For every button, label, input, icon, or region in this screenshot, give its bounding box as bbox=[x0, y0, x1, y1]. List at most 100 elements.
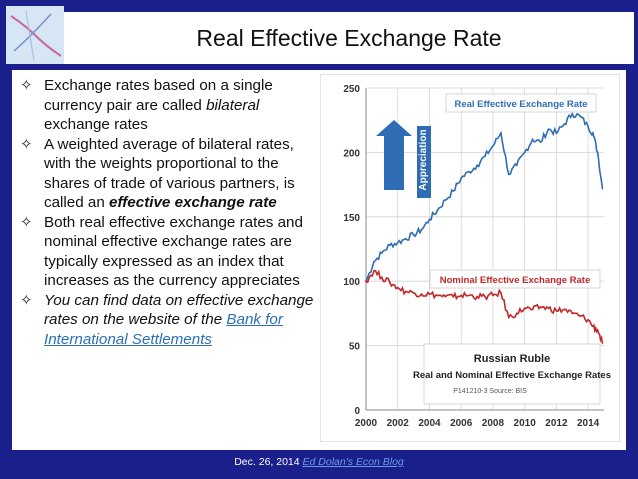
data-point bbox=[571, 312, 574, 315]
x-tick-label: 2010 bbox=[514, 418, 537, 429]
slide-content-area: ✧ Exchange rates based on a single curre… bbox=[12, 70, 626, 450]
star-bullet-icon: ✧ bbox=[20, 77, 33, 94]
data-point bbox=[539, 306, 542, 308]
x-tick-label: 2004 bbox=[418, 418, 441, 429]
data-point bbox=[436, 294, 439, 297]
data-point bbox=[531, 308, 534, 311]
y-tick-label: 250 bbox=[343, 84, 360, 95]
data-point bbox=[587, 125, 590, 128]
exchange-rate-chart: 0 50 100 150 200 250 2000 2002 2004 2006 2008 2010 2… bbox=[320, 74, 620, 442]
data-point bbox=[404, 237, 407, 240]
data-point bbox=[499, 291, 502, 294]
data-point bbox=[507, 316, 510, 319]
legend-real: Real Effective Exchange Rate bbox=[454, 99, 587, 110]
x-tick-label: 2012 bbox=[545, 418, 568, 429]
data-point bbox=[591, 325, 594, 328]
data-point bbox=[579, 315, 582, 317]
data-point bbox=[515, 164, 518, 167]
x-tick-label: 2006 bbox=[450, 418, 473, 429]
series-line-real bbox=[365, 111, 604, 282]
data-point bbox=[365, 280, 367, 283]
data-point bbox=[596, 329, 599, 332]
data-point bbox=[373, 269, 375, 272]
data-point bbox=[507, 173, 510, 176]
data-point bbox=[555, 309, 558, 312]
data-point bbox=[452, 190, 455, 192]
data-point bbox=[601, 342, 604, 344]
chart-title: Russian Ruble bbox=[474, 353, 550, 365]
bullet-list: ✧ Exchange rates based on a single curre… bbox=[18, 76, 318, 349]
x-tick-label: 2008 bbox=[482, 418, 505, 429]
data-point bbox=[563, 308, 566, 311]
data-point bbox=[380, 276, 383, 279]
data-point bbox=[531, 138, 534, 141]
star-bullet-icon: ✧ bbox=[20, 291, 33, 309]
data-point bbox=[563, 123, 566, 125]
chart-subtitle: Real and Nominal Effective Exchange Rate… bbox=[413, 370, 611, 381]
data-point bbox=[539, 141, 542, 143]
x-tick-label: 2014 bbox=[577, 418, 600, 429]
data-point bbox=[547, 128, 550, 131]
data-point bbox=[515, 312, 518, 315]
data-point bbox=[420, 293, 423, 295]
data-point bbox=[412, 291, 415, 294]
star-bullet-icon: ✧ bbox=[20, 213, 33, 231]
data-point bbox=[428, 218, 431, 221]
series-line-nominal bbox=[365, 269, 604, 344]
slide-title: Real Effective Exchange Rate bbox=[196, 24, 502, 51]
bullet-item: ✧ Both real effective exchange rates and… bbox=[20, 213, 303, 290]
slide-thumbnail-image bbox=[4, 4, 66, 66]
data-point bbox=[555, 132, 558, 134]
data-point bbox=[460, 294, 463, 297]
y-tick-label: 200 bbox=[343, 148, 360, 159]
bis-link[interactable]: Bank for International Settlements bbox=[44, 311, 283, 348]
data-point bbox=[492, 294, 494, 297]
y-tick-label: 50 bbox=[349, 342, 361, 353]
star-bullet-icon: ✧ bbox=[20, 135, 33, 153]
data-point bbox=[452, 295, 455, 298]
bullet-item: ✧ Exchange rates based on a single curre… bbox=[20, 77, 273, 133]
data-point bbox=[468, 294, 471, 297]
data-point bbox=[373, 260, 375, 263]
data-point bbox=[484, 155, 486, 158]
data-point bbox=[492, 145, 494, 147]
data-point bbox=[444, 295, 447, 298]
bullet-item: ✧ You can find data on effective exchang… bbox=[20, 291, 314, 348]
data-point bbox=[571, 112, 574, 115]
data-point bbox=[444, 199, 447, 201]
data-point bbox=[596, 151, 599, 154]
legend-nominal: Nominal Effective Exchange Rate bbox=[440, 275, 590, 286]
data-point bbox=[468, 170, 471, 173]
appreciation-label-bg bbox=[417, 126, 431, 198]
y-tick-label: 0 bbox=[354, 406, 360, 417]
y-tick-label: 100 bbox=[343, 277, 360, 288]
data-point bbox=[476, 295, 478, 298]
data-point bbox=[523, 151, 526, 154]
data-point bbox=[579, 115, 582, 118]
chart-source: P141210-3 Source: BIS bbox=[453, 388, 527, 395]
map-thumbnail-graphic bbox=[6, 6, 64, 64]
data-point bbox=[436, 209, 439, 212]
footer-date: Dec. 26, 2014 bbox=[234, 456, 300, 468]
data-point bbox=[388, 281, 391, 284]
appreciation-arrow-head bbox=[376, 120, 412, 136]
caption-box bbox=[423, 343, 601, 405]
data-point bbox=[591, 132, 594, 134]
data-point bbox=[420, 228, 423, 231]
appreciation-arrow-shaft bbox=[384, 134, 404, 190]
data-point bbox=[547, 307, 550, 310]
data-point bbox=[601, 187, 604, 190]
data-point bbox=[380, 251, 383, 254]
data-point bbox=[484, 295, 486, 298]
slide-title-bar: Real Effective Exchange Rate bbox=[64, 12, 634, 64]
slide-footer: Dec. 26, 2014 Ed Dolan's Econ Blog bbox=[0, 456, 638, 468]
blog-link[interactable]: Ed Dolan's Econ Blog bbox=[302, 456, 404, 468]
data-point bbox=[396, 241, 399, 244]
data-point bbox=[412, 233, 415, 236]
appreciation-label: Appreciation bbox=[418, 129, 429, 190]
x-tick-label: 2002 bbox=[387, 418, 410, 429]
data-point bbox=[499, 132, 502, 134]
data-point bbox=[523, 307, 526, 310]
data-point bbox=[460, 177, 463, 180]
data-point bbox=[396, 286, 399, 289]
